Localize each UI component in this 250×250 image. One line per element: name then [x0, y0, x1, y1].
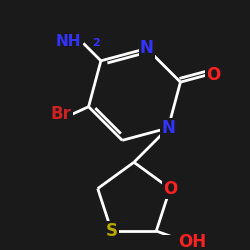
Text: Br: Br	[50, 105, 71, 123]
Text: OH: OH	[178, 234, 206, 250]
Text: O: O	[206, 66, 220, 84]
Text: 2: 2	[92, 38, 100, 48]
Text: N: N	[161, 119, 175, 137]
Text: NH: NH	[56, 34, 82, 49]
Text: S: S	[106, 222, 118, 240]
Text: O: O	[163, 180, 177, 198]
Text: N: N	[140, 40, 154, 58]
